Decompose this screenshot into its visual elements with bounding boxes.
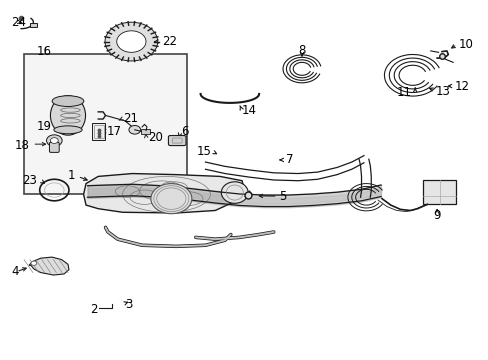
Circle shape: [129, 126, 141, 134]
Circle shape: [31, 261, 37, 265]
Text: 23: 23: [22, 174, 37, 186]
Bar: [30, 23, 37, 27]
Bar: [24, 54, 187, 194]
Circle shape: [46, 135, 62, 146]
Bar: [141, 129, 150, 134]
FancyBboxPatch shape: [49, 142, 59, 152]
Polygon shape: [83, 174, 244, 213]
Text: 21: 21: [123, 112, 138, 125]
FancyBboxPatch shape: [168, 135, 185, 145]
Bar: [422, 180, 455, 204]
Text: 15: 15: [196, 145, 211, 158]
Text: 18: 18: [15, 139, 30, 152]
Text: 22: 22: [162, 35, 177, 48]
Text: 19: 19: [37, 121, 52, 134]
Ellipse shape: [221, 182, 247, 203]
Text: 8: 8: [298, 44, 305, 57]
Polygon shape: [29, 257, 69, 275]
Ellipse shape: [52, 96, 83, 107]
Circle shape: [105, 22, 158, 61]
Ellipse shape: [54, 126, 82, 134]
Circle shape: [50, 138, 58, 143]
Text: 4: 4: [11, 265, 19, 278]
Text: 10: 10: [458, 38, 473, 51]
Text: 6: 6: [181, 125, 188, 138]
Text: 2: 2: [90, 303, 97, 316]
Text: 24: 24: [11, 16, 26, 29]
Text: 9: 9: [432, 210, 440, 222]
Ellipse shape: [50, 96, 85, 135]
Text: 14: 14: [242, 104, 257, 117]
Text: 3: 3: [125, 298, 132, 311]
Text: 16: 16: [37, 45, 52, 58]
Text: 17: 17: [107, 125, 122, 138]
Text: 5: 5: [279, 190, 286, 203]
Text: 12: 12: [454, 80, 469, 93]
Text: 20: 20: [148, 131, 163, 144]
Circle shape: [117, 31, 146, 52]
Circle shape: [151, 184, 191, 214]
Text: 7: 7: [285, 153, 293, 166]
Text: 1: 1: [67, 169, 75, 182]
Text: 11: 11: [395, 86, 410, 99]
Bar: [92, 123, 105, 140]
Text: 13: 13: [435, 85, 450, 98]
Bar: [94, 125, 103, 138]
